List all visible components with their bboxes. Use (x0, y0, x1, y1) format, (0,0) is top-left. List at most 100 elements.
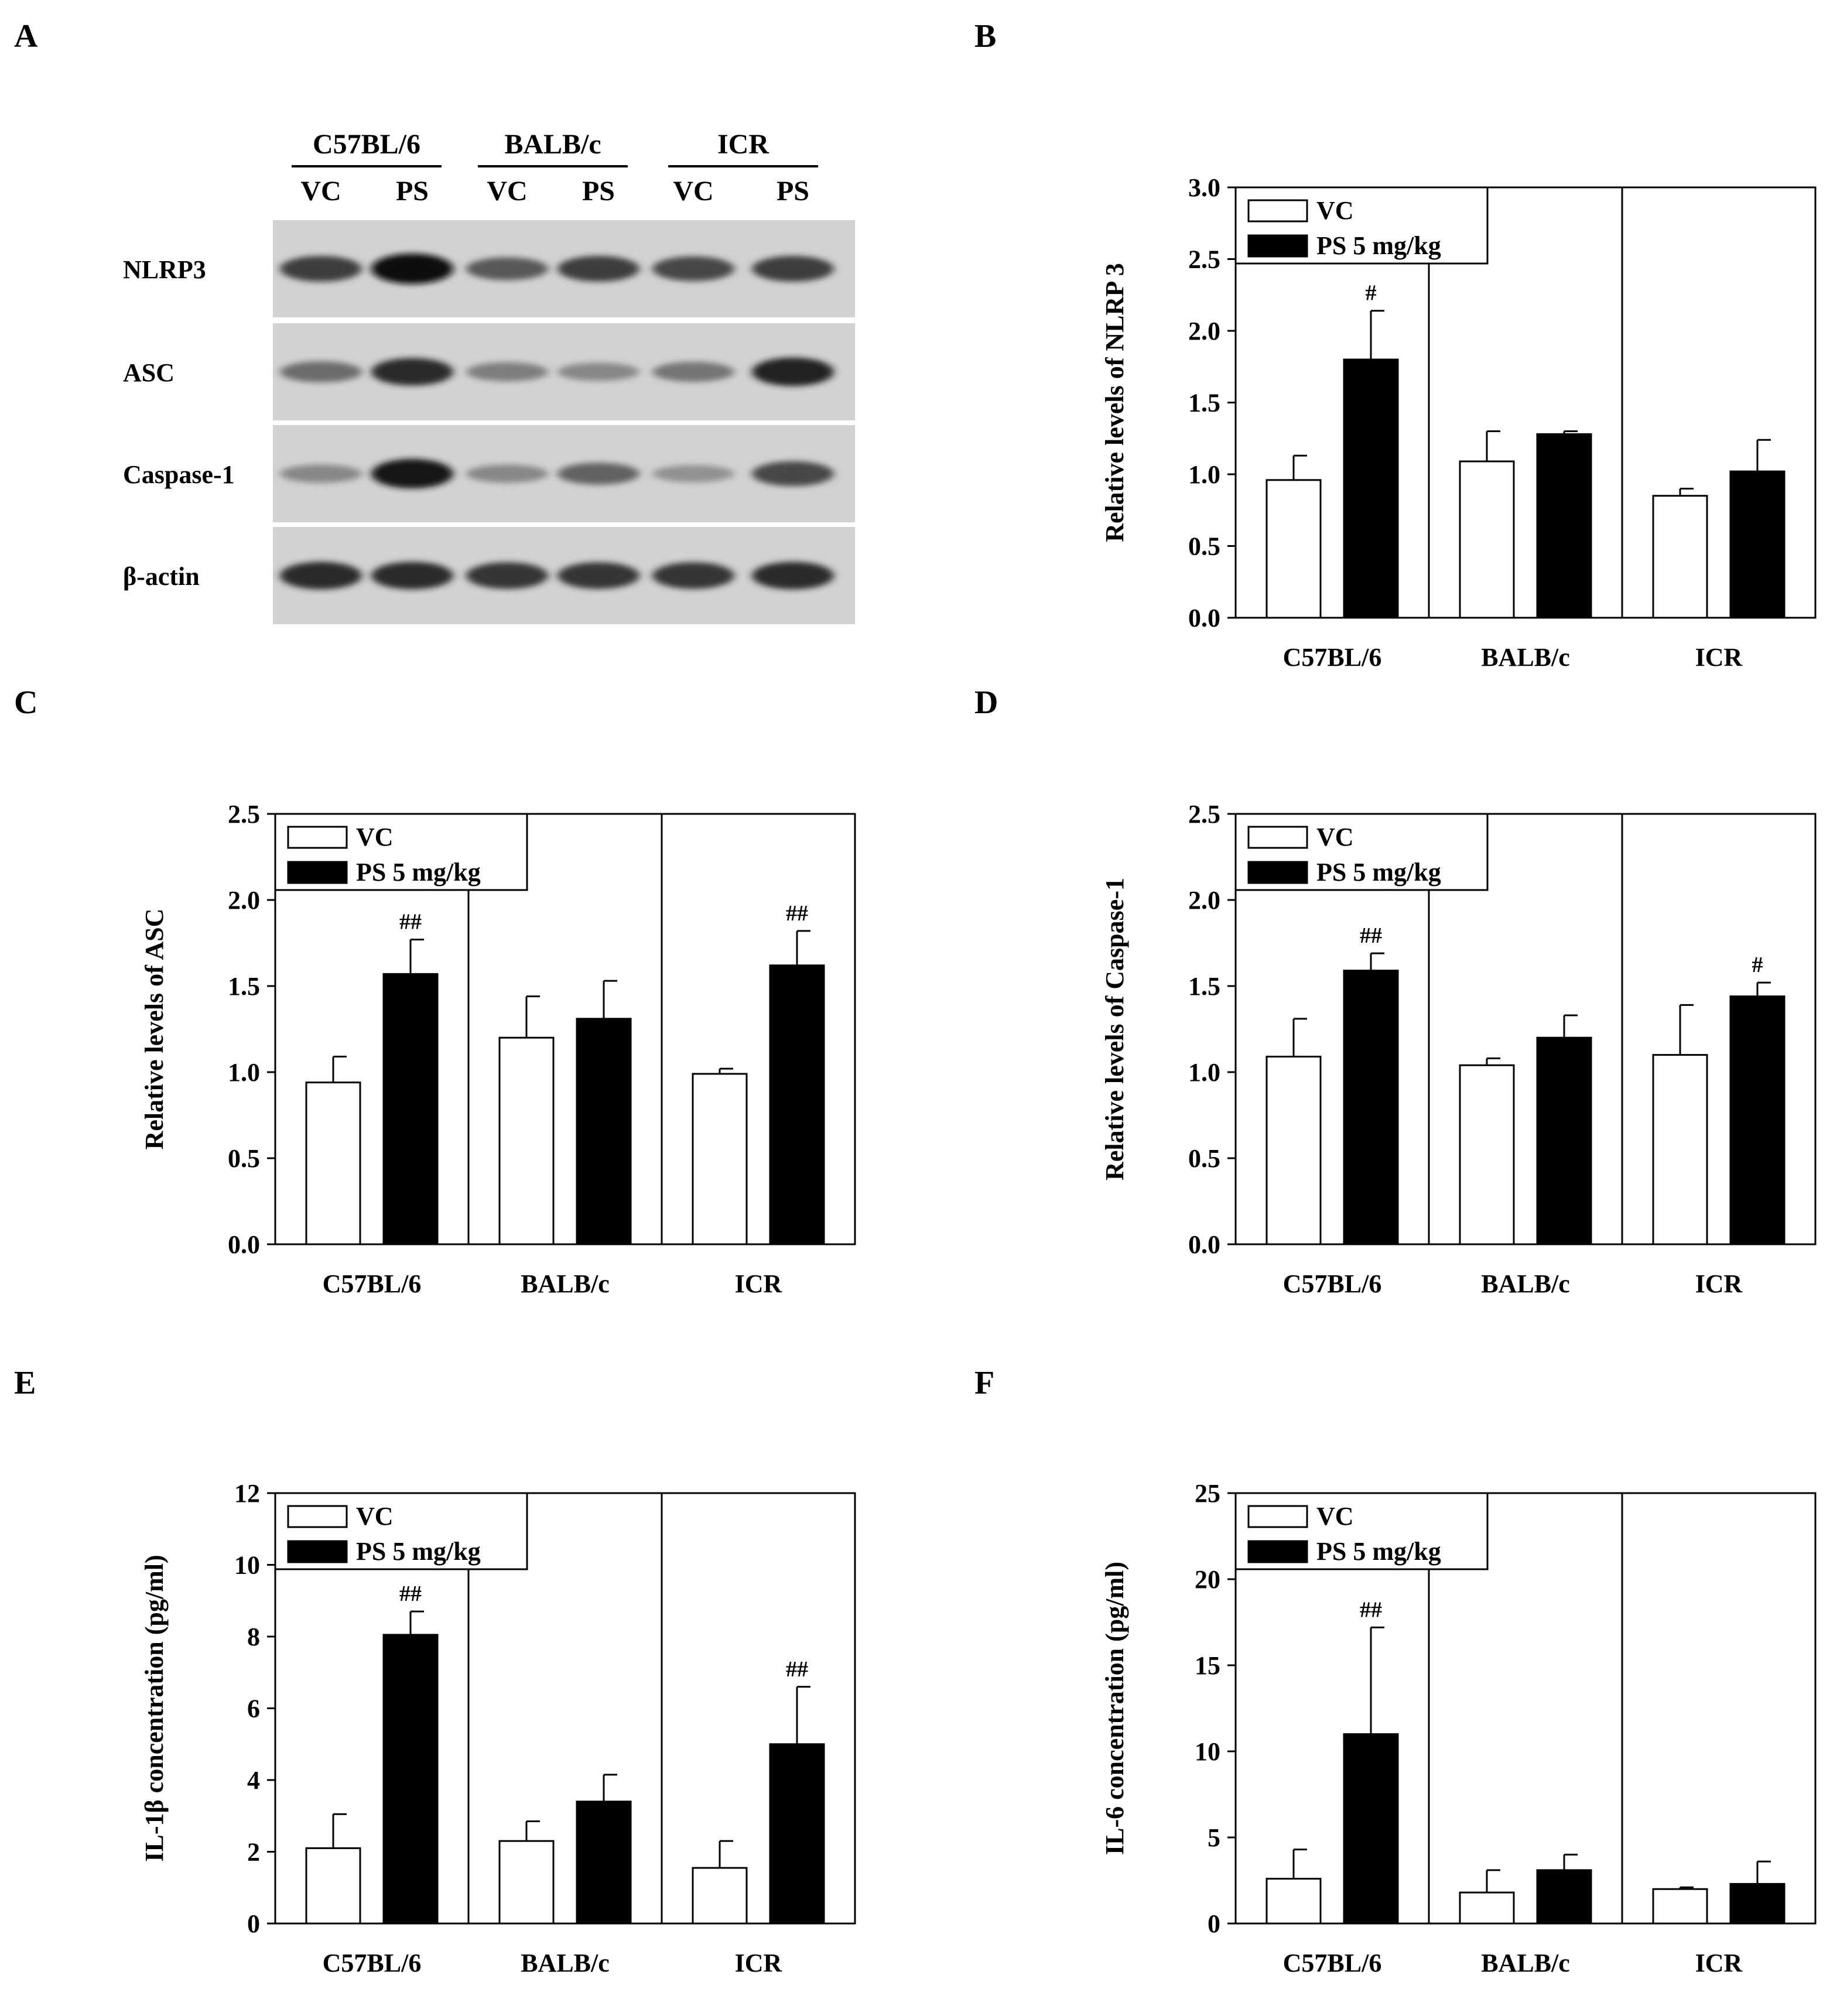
y-tick-label: 1.5 (1188, 972, 1220, 1001)
y-tick-label: 8 (247, 1623, 260, 1651)
bar (1265, 1056, 1322, 1245)
y-tick-label: 0 (1208, 1909, 1220, 1938)
bar (1343, 358, 1399, 619)
y-tick-label: 0.5 (1188, 532, 1220, 561)
y-tick-label: 2.0 (228, 886, 260, 915)
y-tick-label: 15 (1195, 1651, 1220, 1680)
x-category-label: ICR (1695, 1949, 1743, 1977)
legend-swatch (1247, 861, 1308, 884)
y-tick-label: 6 (247, 1695, 260, 1723)
blot-lane-label: VC (487, 176, 527, 207)
x-category-label: ICR (735, 1949, 783, 1977)
bar (1265, 1878, 1322, 1925)
chart-caspase-1: 0.0 0.5 1.0 1.5 2.0 2.5 Relative levels of Cas… (1100, 802, 1817, 1298)
legend-swatch (287, 861, 348, 884)
blot-band (752, 256, 834, 282)
legend-label: VC (1316, 1502, 1354, 1531)
y-axis-label: Relative levels of NLRP 3 (1100, 263, 1129, 542)
y-tick-label: 12 (234, 1481, 260, 1508)
blot-band (466, 257, 548, 280)
y-tick-label: 10 (234, 1551, 260, 1580)
panel-letter-f: F (974, 1365, 995, 1401)
y-tick-label: 1.5 (1188, 389, 1220, 417)
blot-band (466, 464, 548, 483)
y-tick-label: 1.0 (1188, 1058, 1220, 1087)
blot-band (652, 361, 734, 382)
x-category-label: C57BL/6 (1283, 643, 1382, 672)
y-axis-label: Relative levels of Caspase-1 (1100, 878, 1129, 1180)
blot-lane-label: VC (300, 176, 341, 207)
significance-mark: ## (399, 1582, 422, 1606)
y-tick-label: 2.5 (1188, 802, 1220, 829)
bar (1652, 495, 1708, 619)
significance-mark: ## (1360, 923, 1382, 948)
bar (1459, 1064, 1515, 1245)
blot-band (371, 562, 453, 590)
y-tick-label: 25 (1195, 1481, 1220, 1508)
blot-band (371, 254, 453, 284)
blot-lane-label: PS (777, 176, 809, 207)
legend-label: PS 5 mg/kg (356, 1537, 481, 1566)
y-tick-label: 2.0 (1188, 317, 1220, 345)
legend-label: PS 5 mg/kg (1316, 858, 1441, 887)
y-tick-label: 0.5 (1188, 1144, 1220, 1173)
y-tick-label: 2.0 (1188, 886, 1220, 915)
blot-band (557, 362, 639, 381)
x-category-label: C57BL/6 (1283, 1949, 1382, 1977)
bar (1729, 1882, 1786, 1925)
x-category-label: BALB/c (1481, 643, 1570, 672)
bar (1536, 433, 1592, 619)
x-category-label: ICR (1695, 643, 1743, 672)
x-category-label: BALB/c (521, 1269, 610, 1298)
blot-band (280, 256, 362, 282)
bar (576, 1801, 632, 1925)
legend-label: VC (356, 1502, 394, 1531)
bar (1652, 1888, 1708, 1925)
bar (1652, 1054, 1708, 1245)
y-tick-label: 0.5 (228, 1144, 260, 1173)
y-tick-label: 20 (1195, 1565, 1220, 1594)
legend-label: PS 5 mg/kg (1316, 1537, 1441, 1566)
chart-nlrp3: 0.0 0.5 1.0 1.5 2.0 2.5 3.0 Relative levels of … (1100, 176, 1817, 672)
bar (1729, 995, 1786, 1245)
y-tick-label: 10 (1195, 1737, 1220, 1766)
bar (305, 1847, 361, 1925)
blot-band (752, 562, 834, 590)
x-category-label: ICR (1695, 1269, 1743, 1298)
panel-letter-a: A (14, 18, 38, 54)
legend-swatch (1247, 234, 1308, 258)
blot-band (752, 357, 834, 386)
bar (498, 1840, 555, 1925)
y-axis-label: Relative levels of ASC (140, 909, 169, 1150)
y-tick-label: 0.0 (1188, 1230, 1220, 1259)
blot-band (371, 458, 453, 489)
x-category-label: C57BL/6 (323, 1949, 422, 1977)
blot-band (466, 362, 548, 382)
legend-label: PS 5 mg/kg (356, 858, 481, 887)
x-category-label: BALB/c (521, 1949, 610, 1977)
blot-band (652, 256, 734, 282)
bar (382, 973, 439, 1245)
y-axis-label: IL-1β concentration (pg/ml) (140, 1555, 169, 1861)
bar (382, 1634, 439, 1925)
x-category-label: BALB/c (1481, 1269, 1570, 1298)
y-tick-label: 5 (1208, 1823, 1220, 1852)
panel-letter-b: B (974, 18, 997, 54)
bar (1729, 470, 1786, 619)
significance-mark: ## (399, 910, 422, 935)
y-tick-label: 2.5 (228, 802, 260, 829)
blot-lane-label: PS (396, 176, 429, 207)
x-category-label: C57BL/6 (1283, 1269, 1382, 1298)
blot-protein-label: ASC (123, 358, 175, 387)
legend-swatch (1247, 1505, 1308, 1528)
panel-letter-c: C (14, 684, 38, 721)
legend-label: VC (1316, 823, 1354, 851)
significance-mark: ## (1360, 1597, 1382, 1622)
blot-band (557, 463, 639, 485)
blot-protein-label: Caspase-1 (123, 460, 235, 489)
blot-band (371, 358, 453, 386)
blot-band (280, 464, 362, 483)
blot-band (557, 256, 639, 282)
bar (692, 1073, 748, 1245)
